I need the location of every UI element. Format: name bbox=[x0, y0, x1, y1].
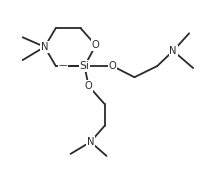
Text: N: N bbox=[169, 46, 177, 56]
Text: Si: Si bbox=[80, 61, 89, 71]
Text: N: N bbox=[41, 42, 48, 52]
Text: N: N bbox=[87, 137, 94, 147]
Text: O: O bbox=[92, 40, 100, 50]
Text: O: O bbox=[109, 61, 116, 71]
Text: O: O bbox=[85, 81, 92, 91]
Text: —: — bbox=[58, 62, 67, 71]
